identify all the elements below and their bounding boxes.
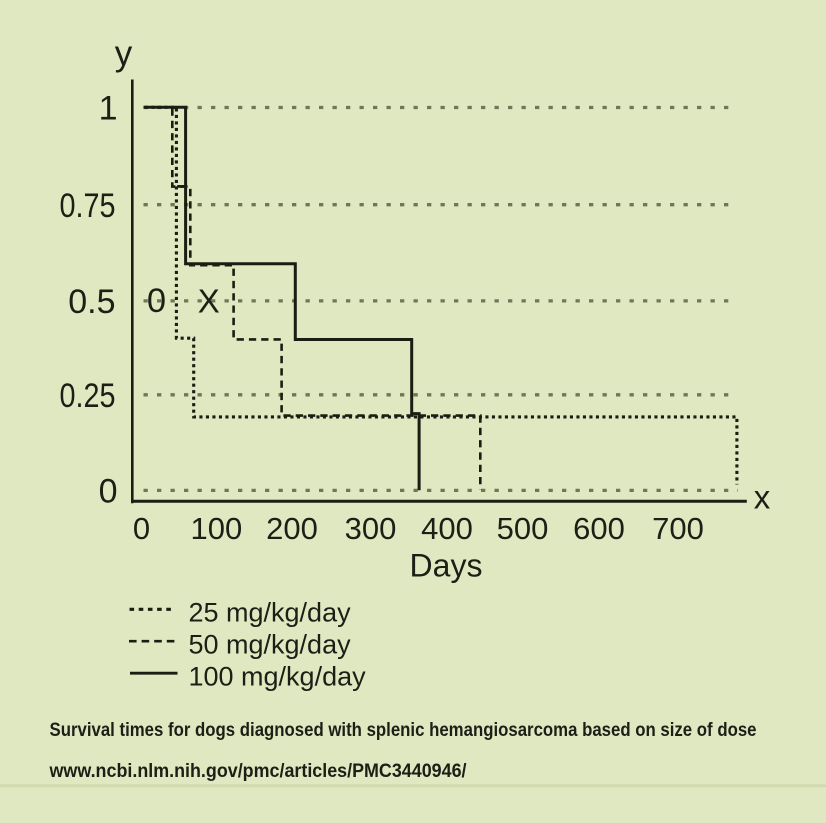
svg-text:200: 200 bbox=[266, 511, 318, 546]
svg-text:x: x bbox=[754, 479, 771, 516]
svg-text:600: 600 bbox=[573, 511, 625, 546]
svg-text:100 mg/kg/day: 100 mg/kg/day bbox=[189, 662, 367, 692]
svg-text:X: X bbox=[198, 282, 220, 319]
svg-text:Survival times for dogs diagno: Survival times for dogs diagnosed with s… bbox=[50, 720, 757, 741]
svg-text:500: 500 bbox=[497, 511, 549, 546]
svg-text:0: 0 bbox=[147, 282, 166, 320]
svg-text:y: y bbox=[115, 34, 133, 73]
svg-text:50 mg/kg/day: 50 mg/kg/day bbox=[189, 630, 352, 660]
svg-text:25 mg/kg/day: 25 mg/kg/day bbox=[189, 598, 352, 628]
svg-text:0.5: 0.5 bbox=[68, 283, 115, 321]
svg-text:1: 1 bbox=[99, 90, 118, 128]
svg-text:700: 700 bbox=[652, 511, 704, 546]
svg-text:www.ncbi.nlm.nih.gov/pmc/artic: www.ncbi.nlm.nih.gov/pmc/articles/PMC344… bbox=[49, 761, 468, 782]
svg-text:400: 400 bbox=[421, 511, 473, 546]
svg-text:0.25: 0.25 bbox=[60, 377, 116, 415]
svg-text:0: 0 bbox=[133, 511, 150, 546]
svg-text:300: 300 bbox=[345, 511, 397, 546]
svg-text:0.75: 0.75 bbox=[60, 187, 116, 225]
svg-text:0: 0 bbox=[99, 473, 118, 511]
svg-text:100: 100 bbox=[191, 511, 243, 546]
svg-text:Days: Days bbox=[410, 548, 483, 584]
